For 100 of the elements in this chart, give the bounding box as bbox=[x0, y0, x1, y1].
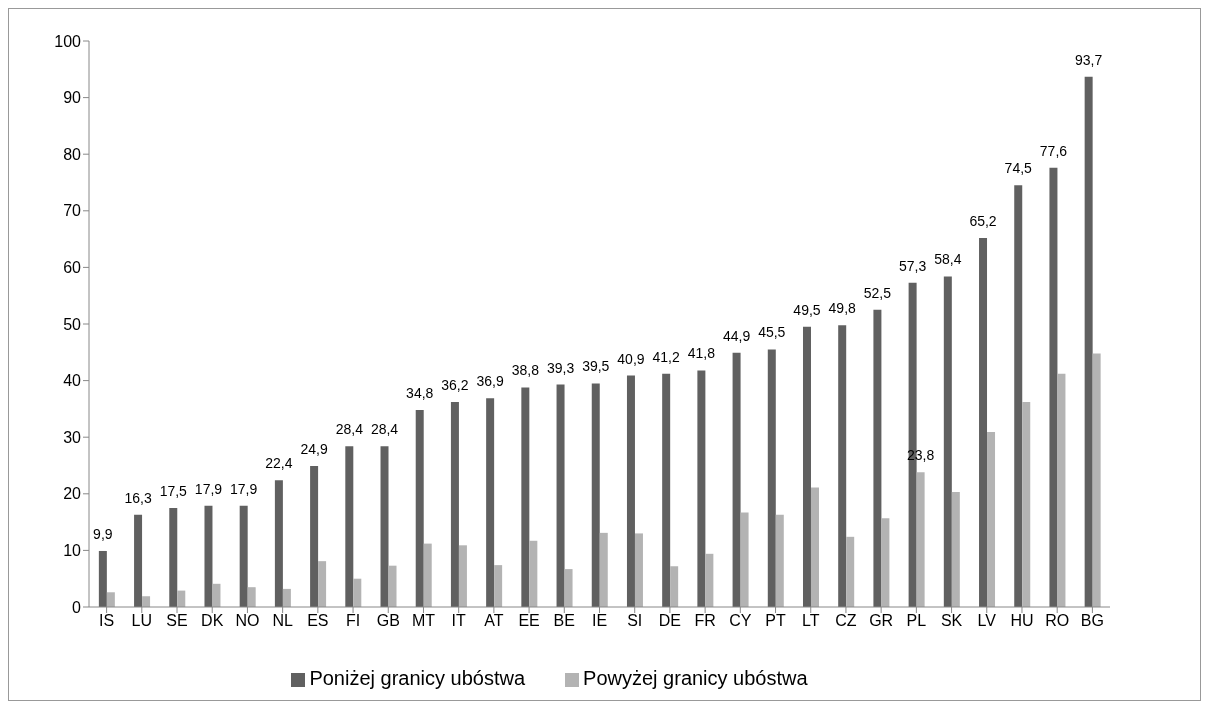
bar bbox=[239, 505, 248, 607]
bar bbox=[811, 487, 819, 607]
x-tick-label: FI bbox=[345, 612, 361, 630]
bar bbox=[345, 446, 354, 607]
x-tick-label: FR bbox=[694, 612, 716, 630]
bar bbox=[274, 480, 283, 607]
data-label: 9,9 bbox=[93, 525, 113, 542]
bar bbox=[775, 514, 784, 607]
bar bbox=[979, 237, 988, 607]
bar bbox=[987, 432, 996, 607]
x-tick-label: DK bbox=[201, 612, 224, 630]
legend-label: Powyżej granicy ubóstwa bbox=[583, 667, 808, 689]
bar bbox=[881, 518, 890, 607]
x-tick-label: BE bbox=[553, 612, 575, 630]
bar bbox=[846, 536, 855, 607]
x-tick-label: GR bbox=[869, 612, 894, 630]
data-label: 57,3 bbox=[898, 257, 927, 274]
data-label: 28,4 bbox=[335, 421, 364, 438]
data-label: 41,2 bbox=[652, 348, 681, 365]
bar bbox=[599, 532, 608, 607]
bar bbox=[740, 512, 749, 607]
x-tick-label: GB bbox=[376, 612, 400, 630]
legend-label: Poniżej granicy ubóstwa bbox=[309, 667, 526, 689]
data-label: 24,9 bbox=[300, 441, 328, 458]
bar bbox=[247, 587, 256, 607]
y-tick-label: 20 bbox=[63, 485, 82, 503]
x-tick-label: ES bbox=[307, 612, 329, 630]
bar bbox=[916, 472, 925, 607]
data-label: 49,5 bbox=[793, 301, 821, 318]
y-tick-label: 50 bbox=[63, 315, 82, 333]
bar bbox=[521, 387, 530, 607]
bar bbox=[564, 569, 573, 607]
data-label: 44,9 bbox=[722, 327, 751, 344]
bar bbox=[943, 276, 952, 607]
data-label: 39,3 bbox=[546, 359, 575, 376]
bar bbox=[1092, 353, 1101, 607]
bar bbox=[486, 398, 495, 607]
data-label: 36,2 bbox=[441, 377, 469, 394]
x-tick-label: NL bbox=[272, 612, 293, 630]
bar bbox=[838, 325, 847, 607]
data-label: 93,7 bbox=[1075, 51, 1103, 68]
bar bbox=[204, 505, 213, 607]
x-tick-label: CY bbox=[729, 612, 752, 630]
data-label: 45,5 bbox=[758, 324, 786, 341]
bar bbox=[98, 550, 107, 607]
bar bbox=[1022, 402, 1031, 607]
y-tick-label: 90 bbox=[63, 89, 82, 107]
bar bbox=[1057, 373, 1066, 607]
bar bbox=[318, 561, 327, 607]
bar bbox=[705, 553, 714, 607]
bar bbox=[423, 543, 432, 607]
bar bbox=[556, 384, 565, 607]
x-tick-label: MT bbox=[411, 612, 436, 630]
bar bbox=[169, 507, 178, 607]
y-tick-label: 30 bbox=[63, 428, 82, 446]
bar bbox=[732, 352, 741, 607]
x-tick-label: AT bbox=[484, 612, 504, 630]
bar bbox=[1084, 76, 1093, 607]
bar bbox=[634, 533, 643, 607]
y-tick-label: 80 bbox=[63, 145, 82, 163]
bar bbox=[134, 514, 143, 607]
x-tick-label: RO bbox=[1045, 612, 1070, 630]
bar bbox=[282, 588, 291, 607]
bar bbox=[388, 565, 397, 607]
y-tick-label: 60 bbox=[63, 259, 82, 277]
x-tick-label: CZ bbox=[835, 612, 857, 630]
data-label: 34,8 bbox=[406, 385, 434, 402]
bar bbox=[353, 578, 362, 607]
data-label: 65,2 bbox=[969, 212, 997, 229]
data-label: 58,4 bbox=[934, 251, 962, 268]
x-tick-label: DE bbox=[658, 612, 682, 630]
data-label: 77,6 bbox=[1039, 142, 1068, 159]
y-tick-label: 70 bbox=[63, 202, 82, 220]
x-tick-label: IS bbox=[99, 612, 115, 630]
data-label: 39,5 bbox=[582, 358, 610, 375]
x-tick-label: SE bbox=[166, 612, 188, 630]
x-tick-label: IT bbox=[451, 612, 467, 630]
bar bbox=[662, 373, 671, 607]
data-label: 41,8 bbox=[687, 345, 716, 362]
bar bbox=[697, 370, 706, 607]
bar bbox=[177, 590, 186, 607]
data-label: 17,9 bbox=[230, 480, 258, 497]
data-label: 22,4 bbox=[265, 455, 293, 472]
bar bbox=[450, 402, 459, 607]
x-tick-label: LU bbox=[131, 612, 153, 630]
bar bbox=[767, 349, 776, 607]
data-label: 74,5 bbox=[1004, 160, 1033, 177]
x-tick-label: EE bbox=[518, 612, 540, 630]
data-label: 16,3 bbox=[124, 489, 152, 506]
bar bbox=[380, 446, 389, 607]
bar bbox=[494, 565, 503, 607]
bar bbox=[142, 596, 151, 607]
data-label: 28,4 bbox=[370, 421, 399, 438]
data-label: 17,9 bbox=[194, 480, 223, 497]
x-tick-label: IE bbox=[591, 612, 608, 630]
x-tick-label: SK bbox=[940, 612, 963, 630]
x-tick-label: PT bbox=[765, 612, 786, 630]
data-label: 49,8 bbox=[828, 300, 857, 317]
bar bbox=[951, 492, 960, 607]
bar bbox=[310, 466, 319, 607]
